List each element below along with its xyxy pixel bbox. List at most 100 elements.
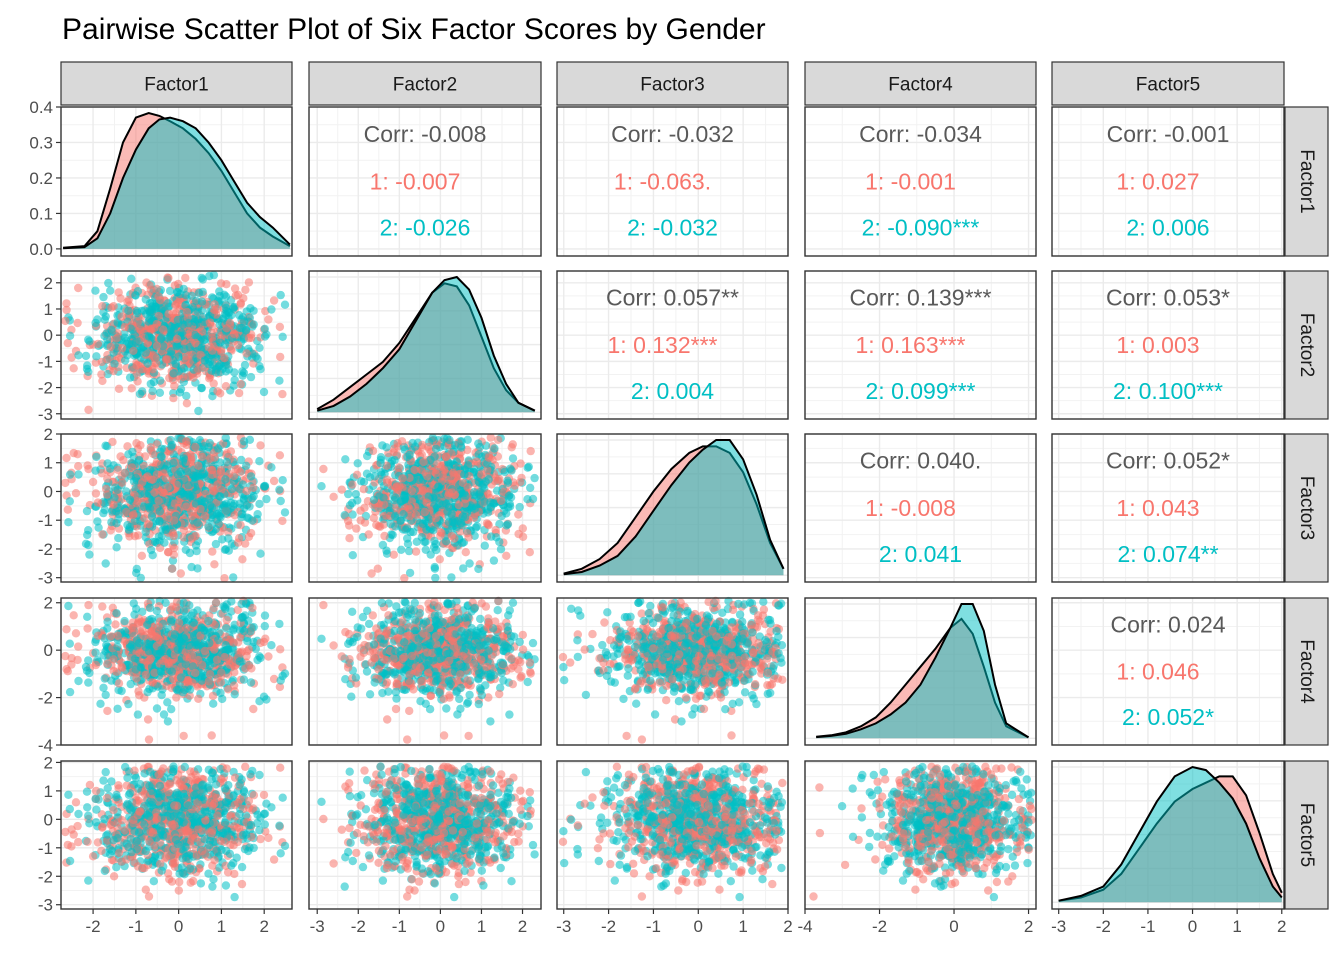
scatter-point [414, 475, 423, 485]
scatter-point [484, 475, 493, 484]
scatter-point [107, 325, 116, 334]
scatter-point [131, 291, 140, 300]
scatter-point [157, 645, 166, 654]
scatter-point [156, 667, 166, 676]
scatter-point [460, 499, 469, 508]
scatter-point [154, 622, 163, 631]
scatter-point [516, 459, 525, 468]
scatter-point [469, 513, 479, 522]
scatter-point [269, 476, 279, 486]
scatter-point [111, 620, 120, 629]
scatter-point [514, 510, 523, 519]
scatter-point [264, 652, 273, 661]
scatter-point [230, 284, 240, 293]
scatter-point [255, 343, 264, 352]
scatter-point [418, 519, 428, 529]
panel-border [1051, 270, 1285, 420]
corr-group-1: 1: 0.003 [1116, 332, 1199, 358]
scatter-point [100, 315, 110, 324]
scatter-point [216, 688, 225, 698]
scatter-point [182, 502, 191, 511]
strip-label-factor5: Factor5 [1136, 75, 1200, 96]
scatter-point [515, 502, 524, 512]
scatter-point [160, 522, 169, 531]
scatter-point [160, 538, 169, 547]
scatter-point [187, 562, 196, 572]
scatter-point [213, 387, 222, 396]
corr-group-2: 2: 0.006 [1126, 215, 1209, 241]
scatter-point [132, 306, 141, 316]
scatter-point [133, 710, 143, 719]
scatter-point [91, 286, 100, 295]
scatter-point [396, 497, 405, 506]
scatter-point [528, 494, 538, 504]
scatter-point [278, 516, 287, 526]
scatter-point [229, 381, 238, 390]
scatter-point [156, 452, 166, 461]
scatter-point [480, 541, 489, 550]
scatter-point [198, 287, 207, 297]
scatter-point [179, 731, 188, 741]
scatter-point [62, 625, 71, 634]
scatter-point [63, 338, 72, 348]
scatter-point [345, 534, 354, 543]
scatter-point [275, 619, 284, 629]
scatter-point [483, 508, 493, 517]
scatter-point [408, 527, 418, 537]
scatter-point [117, 686, 126, 696]
scatter-point [482, 519, 492, 528]
corr-group-1: 1: -0.001 [865, 169, 956, 195]
scatter-point [173, 315, 183, 325]
scatter-point [129, 346, 138, 355]
scatter-point [260, 324, 269, 334]
strip-label-factor1: Factor1 [144, 75, 208, 96]
scatter-point [97, 370, 106, 379]
scatter-point [91, 648, 100, 657]
scatter-point [171, 301, 180, 310]
scatter-point [169, 458, 178, 468]
scatter-point [170, 281, 180, 290]
scatter-point [84, 526, 93, 535]
scatter-point [107, 676, 116, 685]
scatter-point [85, 550, 94, 559]
scatter-point [492, 533, 501, 542]
scatter-point [237, 323, 246, 333]
scatter-point [69, 364, 78, 373]
scatter-point [199, 313, 208, 322]
scatter-point [507, 443, 516, 452]
scatter-point [319, 464, 328, 474]
row-strip-label-factor1: Factor1 [1296, 149, 1317, 213]
scatter-point [205, 318, 215, 327]
scatter-point [514, 529, 523, 539]
scatter-point [493, 606, 502, 615]
scatter-point [495, 474, 504, 484]
scatter-point [109, 655, 118, 664]
scatter-point [222, 311, 231, 320]
scatter-point [103, 474, 112, 483]
scatter-point [190, 638, 199, 647]
scatter-point [194, 694, 203, 703]
scatter-point [368, 446, 378, 456]
scatter-point [163, 299, 173, 308]
scatter-point [182, 351, 191, 360]
scatter-point [116, 452, 125, 461]
scatter-point [182, 437, 191, 446]
scatter-point [107, 518, 116, 527]
corr-group-2: 2: 0.074** [1117, 541, 1218, 567]
scatter-point [380, 531, 389, 541]
scatter-point [242, 486, 251, 496]
scatter-point [67, 353, 76, 362]
scatter-point [125, 495, 135, 504]
scatter-point [210, 300, 219, 309]
scatter-point [62, 453, 71, 463]
scatter-point [447, 449, 456, 458]
scatter-point [465, 559, 474, 568]
scatter-point [157, 444, 166, 453]
scatter-point [220, 340, 230, 349]
scatter-point [156, 376, 165, 385]
scatter-point [214, 519, 223, 529]
corr-overall: Corr: 0.040. [860, 448, 981, 474]
scatter-point [242, 461, 251, 470]
scatter-point [205, 638, 214, 648]
